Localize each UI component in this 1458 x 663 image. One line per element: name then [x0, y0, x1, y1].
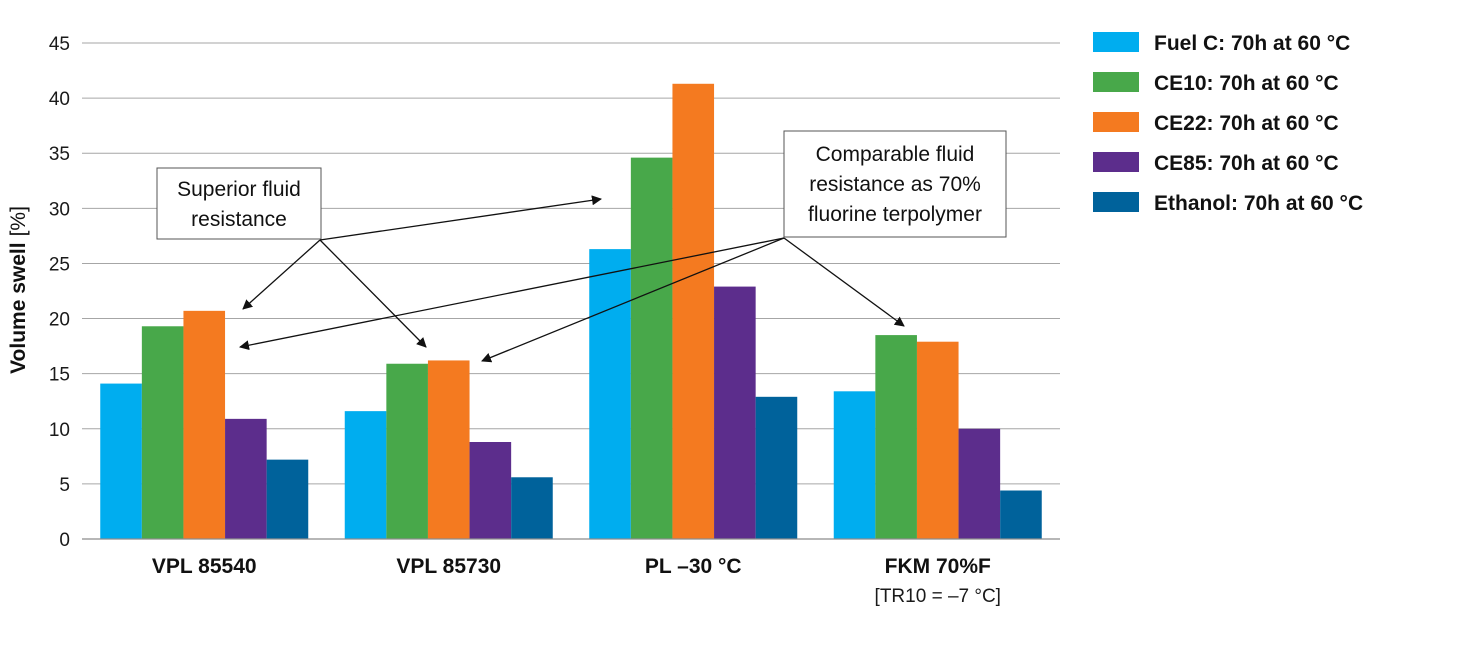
y-tick-label: 15 [49, 365, 70, 386]
x-category-sublabel: [TR10 = –7 °C] [875, 586, 1001, 607]
annotation-superior-line-2: resistance [191, 208, 287, 231]
bar-3-series-1 [589, 249, 631, 540]
legend-swatch [1093, 72, 1139, 92]
y-tick-label: 35 [49, 144, 70, 165]
annotation-superior-box [156, 167, 322, 240]
y-tick-label: 30 [49, 199, 70, 220]
bar-1-series-5 [266, 459, 309, 539]
annotation-comparable-line-2: resistance as 70% [809, 173, 981, 196]
y-tick-label: 40 [49, 89, 70, 110]
annotation-comparable-arrow-2 [481, 237, 785, 363]
bar-1-series-2 [141, 326, 184, 539]
annotation-superior-line-1: Superior fluid [177, 178, 301, 201]
bar-2-series-2 [386, 363, 428, 539]
bar-4-series-5 [1000, 490, 1042, 539]
bar-1-series-1 [100, 383, 142, 539]
bar-2-series-5 [511, 477, 553, 539]
legend-swatch [1093, 32, 1139, 52]
y-axis-label: Volume swell[%] [7, 206, 30, 374]
bar-1-series-3 [183, 310, 226, 539]
annotation-comparable-arrow-1 [239, 237, 785, 351]
annotation-comparable-box [783, 130, 1007, 238]
bar-4-series-1 [833, 391, 876, 539]
bar-4-series-4 [958, 428, 1001, 539]
legend-swatch [1093, 152, 1139, 172]
y-tick-label: 0 [59, 530, 70, 551]
bar-3-series-4 [714, 286, 756, 539]
legend: Fuel C: 70h at 60 °C CE10: 70h at 60 °C CE… [1093, 32, 1363, 215]
x-category-label: VPL 85540 [152, 555, 257, 578]
bar-2-series-4 [469, 442, 512, 539]
x-category-label: VPL 85730 [396, 555, 501, 578]
legend-label: Ethanol: 70h at 60 °C [1154, 192, 1363, 215]
legend-label: CE85: 70h at 60 °C [1154, 152, 1339, 175]
annotation-superior: Superior fluid resistance [156, 167, 602, 348]
annotation-comparable-line-3: fluorine terpolymer [808, 203, 982, 226]
annotation-superior-arrow-1 [242, 239, 321, 310]
annotation-comparable-line-1: Comparable fluid [816, 143, 975, 166]
annotation-superior-arrow-2 [319, 239, 427, 348]
y-tick-label: 20 [49, 310, 70, 331]
annotation-comparable: Comparable fluid resistance as 70% fluor… [239, 130, 1007, 363]
y-tick-label: 10 [49, 420, 70, 441]
annotation-comparable-arrow-3 [783, 237, 905, 327]
annotation-superior-arrow-3 [319, 195, 602, 241]
bar-1-series-4 [225, 418, 267, 539]
bar-3-series-5 [755, 396, 798, 539]
legend-swatch [1093, 192, 1139, 212]
bar-4-series-3 [916, 341, 959, 539]
bar-2-series-1 [344, 411, 387, 539]
bars [100, 83, 1042, 540]
bar-4-series-2 [875, 335, 917, 539]
y-tick-label: 45 [49, 34, 70, 55]
legend-label: CE22: 70h at 60 °C [1154, 112, 1339, 135]
legend-label: Fuel C: 70h at 60 °C [1154, 32, 1350, 55]
y-axis-ticks: 0 5 10 15 20 25 30 35 40 45 [49, 34, 70, 551]
bar-3-series-2 [630, 157, 673, 539]
x-category-label: FKM 70%F [885, 555, 991, 578]
bar-3-series-3 [672, 83, 715, 539]
x-axis-labels: VPL 85540 VPL 85730 PL –30 °C FKM 70%F [TR10… [152, 555, 1001, 607]
bar-2-series-3 [427, 360, 470, 539]
y-tick-label: 5 [59, 475, 70, 496]
x-category-label: PL –30 °C [645, 555, 742, 578]
y-tick-label: 25 [49, 254, 70, 275]
legend-label: CE10: 70h at 60 °C [1154, 72, 1339, 95]
legend-swatch [1093, 112, 1139, 132]
